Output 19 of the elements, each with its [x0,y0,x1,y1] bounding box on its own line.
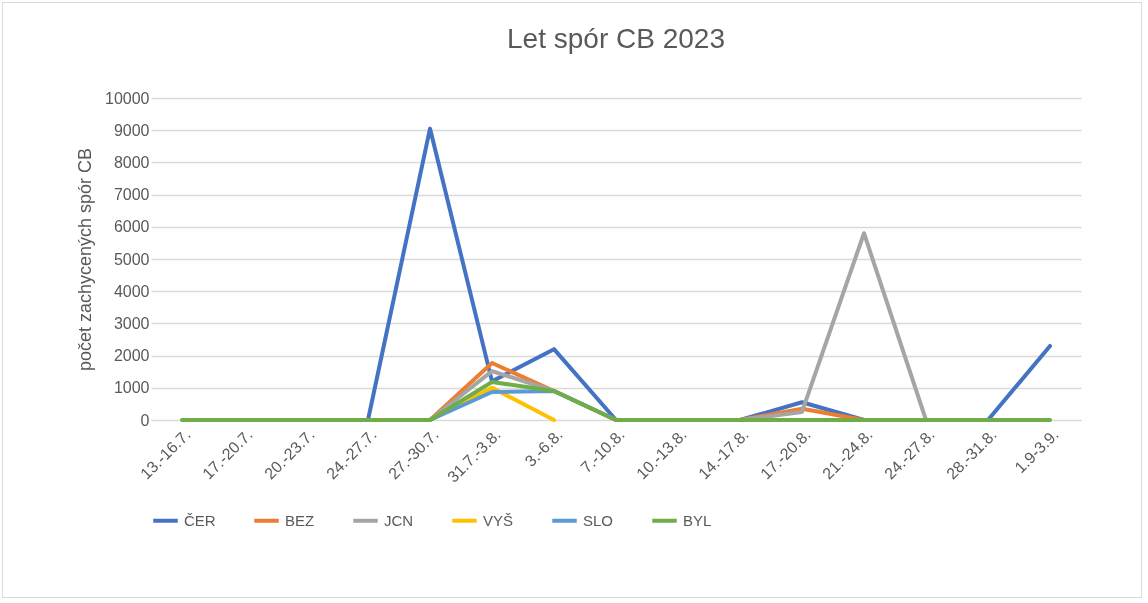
legend-label: BEZ [285,511,315,529]
legend-label: JCN [384,511,414,529]
chart-title: Let spór CB 2023 [507,23,725,54]
legend-label: BYL [683,511,712,529]
y-tick-label: 9000 [113,121,150,139]
y-tick-label: 6000 [113,218,150,236]
y-tick-label: 2000 [113,347,150,365]
legend-label: ČER [184,511,216,529]
legend-label: SLO [583,511,614,529]
y-tick-label: 10000 [105,89,150,107]
legend-label: VYŠ [483,511,514,529]
y-tick-label: 1000 [113,379,150,397]
y-tick-label: 7000 [113,186,150,204]
y-tick-label: 4000 [113,282,150,300]
y-tick-label: 5000 [113,250,150,268]
y-axis-title: počet zachycených spór CB [75,147,96,372]
y-tick-label: 8000 [113,153,150,171]
y-tick-label: 0 [140,411,150,429]
y-tick-label: 3000 [113,314,150,332]
